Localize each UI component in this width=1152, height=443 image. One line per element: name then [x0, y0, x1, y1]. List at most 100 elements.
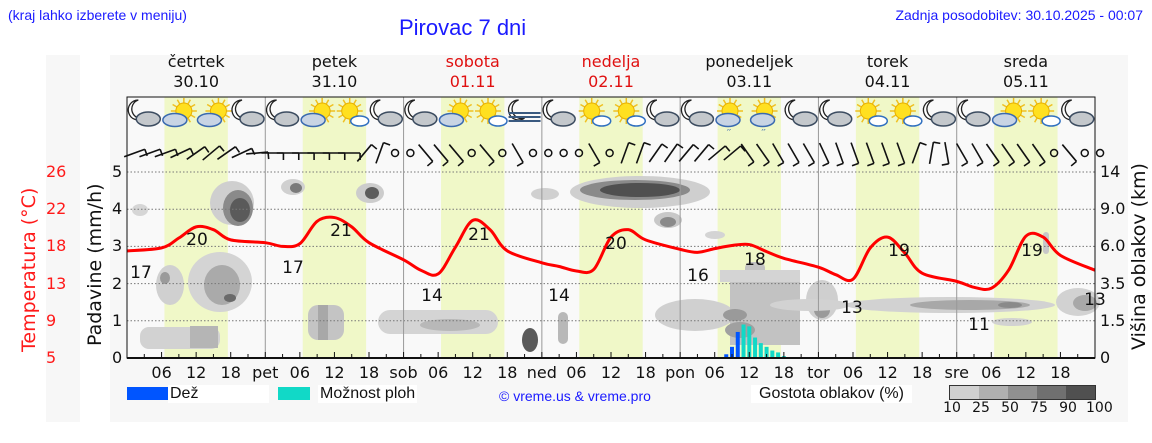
sun-small-cloud-icon — [475, 98, 508, 127]
calm-wind-icon — [1095, 148, 1105, 158]
moon-cloud-icon — [404, 99, 438, 127]
day-header-2: sobota 01.11 — [404, 52, 542, 92]
wind-barb-icon — [880, 142, 891, 167]
x-tick-label: 18 — [221, 363, 241, 382]
wind-barb-icon — [186, 146, 210, 160]
precipitation-tick: 2 — [112, 273, 123, 293]
x-tick-label: 12 — [739, 363, 759, 382]
wind-barb-icon — [1031, 143, 1046, 167]
x-tick-label: 18 — [774, 363, 794, 382]
shower-bar — [758, 343, 763, 358]
temperature-label: 14 — [548, 286, 570, 306]
wind-barb-icon — [216, 146, 241, 160]
day-name: sreda — [1003, 52, 1049, 71]
temperature-tick: 9 — [46, 310, 57, 330]
daylight-band — [579, 97, 643, 358]
precipitation-tick: 5 — [112, 162, 123, 181]
wind-barb-icon — [202, 145, 225, 161]
cloud-density-swatch — [1037, 386, 1066, 399]
wind-barb-icon — [356, 143, 378, 162]
shower-bar — [770, 350, 775, 358]
cloud-density-swatch — [950, 386, 979, 399]
calm-wind-icon — [574, 148, 584, 158]
weather-icons: ״ ״ — [127, 98, 1095, 137]
x-tick-label: sre — [945, 363, 969, 382]
copyright-link[interactable]: © vreme.us & vreme.pro — [499, 388, 651, 404]
moon-fog-icon — [507, 99, 541, 122]
sun-small-cloud-icon — [578, 98, 612, 127]
temperature-tick: 18 — [46, 236, 67, 256]
svg-text:״: ״ — [726, 127, 732, 137]
daylight-bands — [127, 97, 1095, 358]
x-tick-label: 18 — [359, 363, 379, 382]
moon-cloud-icon — [127, 99, 162, 127]
cloud-density-tick: 90 — [1059, 400, 1077, 416]
cloud-density-scale — [949, 385, 1096, 400]
temperature-tick: 22 — [46, 199, 67, 219]
moon-cloud-icon — [1061, 99, 1095, 127]
calm-wind-icon — [1080, 148, 1089, 158]
moon-cloud-icon — [646, 99, 680, 127]
day-date: 04.11 — [864, 72, 911, 91]
shower-bar — [741, 324, 746, 358]
x-tick-label: 06 — [290, 363, 310, 382]
x-tick-label: 12 — [324, 363, 344, 382]
wind-barb-icon — [635, 141, 651, 164]
moon-cloud-icon — [680, 99, 715, 127]
rain-bar — [735, 331, 740, 358]
day-name: ponedeljek — [705, 52, 794, 71]
wind-barb-icon — [723, 145, 746, 161]
x-tick-label: 18 — [1050, 363, 1070, 382]
precipitation-bars — [724, 324, 792, 358]
calm-wind-icon — [544, 148, 553, 158]
wind-barb-icon — [818, 142, 830, 167]
cloud-density-tick: 25 — [972, 400, 990, 416]
precipitation-tick: 0 — [112, 348, 123, 367]
temperature-label: 18 — [744, 250, 766, 270]
sun-cloud-icon — [162, 98, 197, 128]
x-tick-label: 12 — [877, 363, 897, 382]
wind-barb-icon — [479, 144, 495, 167]
x-tick-label: 06 — [151, 363, 171, 382]
cloud-height-tick: 9.0 — [1100, 199, 1126, 219]
shower-bar — [764, 346, 769, 358]
precipitation-tick: 3 — [112, 236, 123, 256]
day-date: 31.10 — [311, 72, 358, 91]
rain-legend-label: Dež — [168, 385, 269, 403]
calm-wind-icon — [605, 148, 614, 158]
left-axis-panel — [46, 55, 80, 422]
sun-cloud-drizzle-icon: ״ — [715, 98, 743, 137]
last-updated: Zadnja posodobitev: 30.10.2025 - 00:07 — [895, 7, 1143, 23]
wind-barb-icon — [1001, 143, 1016, 167]
wind-barb-icon — [928, 141, 941, 164]
calm-wind-icon — [559, 148, 568, 158]
wind-barb-icon — [707, 145, 731, 161]
wind-barb-icon — [941, 142, 950, 166]
x-tick-label: 18 — [635, 363, 655, 382]
sun-small-cloud-icon — [1028, 98, 1061, 127]
shower-bar — [776, 352, 781, 358]
location-menu-hint[interactable]: (kraj lahko izberete v meniju) — [8, 7, 187, 23]
shower-bar — [747, 326, 752, 358]
cloud-density-swatch — [1008, 386, 1037, 399]
temperature-label: 21 — [330, 221, 352, 241]
temperature-tick: 13 — [46, 273, 67, 293]
x-tick-label: 06 — [705, 363, 725, 382]
day-header-3: nedelja 02.11 — [542, 52, 680, 92]
cloud-height-tick: 1.5 — [1100, 310, 1126, 330]
moon-cloud-icon — [231, 99, 265, 127]
cloud-density-tick: 100 — [1086, 400, 1113, 416]
precipitation-tick: 4 — [112, 199, 123, 219]
daylight-band — [855, 97, 920, 358]
x-tick-label: 12 — [186, 363, 206, 382]
day-name: sobota — [445, 52, 500, 71]
temperature-label: 13 — [841, 298, 863, 318]
moon-cloud-icon — [957, 99, 991, 127]
temperature-label: 21 — [468, 225, 490, 245]
calm-wind-icon — [406, 148, 415, 158]
cloud-height-tick: 14 — [1100, 162, 1121, 181]
x-tick-label: 18 — [912, 363, 932, 382]
sun-small-cloud-icon — [889, 98, 923, 127]
day-date: 05.11 — [1002, 72, 1049, 91]
